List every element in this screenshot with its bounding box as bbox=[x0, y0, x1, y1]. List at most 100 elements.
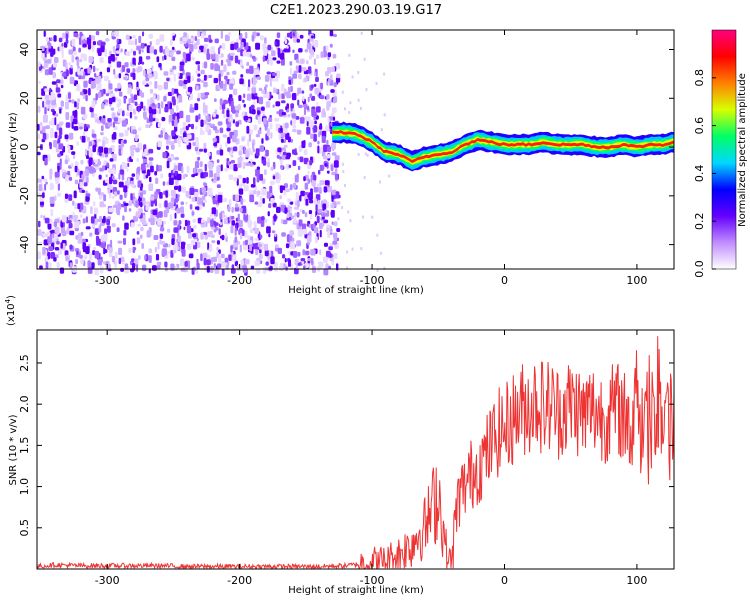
noise-speckle bbox=[346, 250, 349, 254]
noise-speckle bbox=[108, 83, 113, 90]
noise-speckle bbox=[341, 206, 344, 210]
noise-speckle bbox=[165, 190, 168, 198]
noise-speckle bbox=[157, 165, 162, 172]
noise-speckle bbox=[179, 80, 184, 87]
noise-speckle bbox=[292, 49, 295, 53]
noise-speckle bbox=[219, 45, 222, 49]
noise-speckle bbox=[249, 194, 255, 203]
colorbar: 0.0 0.2 0.4 0.6 0.8 Normalized spectral ampl… bbox=[693, 29, 748, 278]
noise-speckle bbox=[140, 201, 143, 208]
y-tick-label: 2.5 bbox=[18, 354, 31, 372]
noise-speckle bbox=[331, 142, 336, 150]
noise-speckle bbox=[154, 246, 158, 253]
noise-speckle bbox=[341, 90, 344, 94]
noise-speckle bbox=[123, 185, 128, 193]
noise-speckle bbox=[114, 74, 119, 79]
noise-speckle bbox=[53, 257, 57, 262]
noise-speckle bbox=[111, 96, 116, 102]
noise-speckle bbox=[232, 70, 237, 75]
noise-speckle bbox=[95, 67, 100, 72]
noise-speckle bbox=[106, 219, 110, 226]
noise-speckle bbox=[291, 118, 296, 125]
noise-speckle bbox=[69, 262, 72, 269]
noise-speckle bbox=[306, 60, 309, 65]
noise-speckle bbox=[176, 50, 181, 55]
noise-speckle bbox=[349, 219, 352, 223]
noise-speckle bbox=[61, 230, 66, 235]
noise-speckle bbox=[182, 132, 187, 139]
noise-speckle bbox=[292, 160, 297, 166]
noise-speckle bbox=[175, 115, 178, 122]
noise-speckle bbox=[213, 142, 218, 147]
noise-speckle bbox=[44, 69, 50, 76]
noise-speckle bbox=[69, 230, 75, 236]
noise-speckle bbox=[65, 122, 71, 128]
noise-speckle bbox=[195, 141, 200, 147]
noise-speckle bbox=[357, 71, 360, 74]
noise-speckle bbox=[324, 163, 328, 167]
noise-speckle bbox=[311, 84, 314, 89]
noise-speckle bbox=[66, 220, 72, 224]
noise-speckle bbox=[74, 221, 79, 229]
noise-speckle bbox=[103, 249, 108, 254]
noise-speckle bbox=[334, 173, 339, 180]
noise-speckle bbox=[216, 222, 219, 226]
noise-speckle bbox=[289, 201, 294, 205]
noise-speckle bbox=[325, 125, 330, 132]
noise-speckle bbox=[292, 32, 295, 37]
noise-speckle bbox=[189, 44, 194, 52]
noise-speckle bbox=[257, 243, 263, 247]
noise-speckle bbox=[220, 53, 224, 58]
noise-speckle bbox=[309, 159, 313, 166]
noise-speckle bbox=[115, 97, 119, 102]
noise-speckle bbox=[252, 31, 257, 36]
noise-speckle bbox=[210, 234, 215, 238]
noise-speckle bbox=[115, 50, 121, 54]
noise-speckle bbox=[54, 195, 57, 201]
noise-speckle bbox=[130, 150, 134, 157]
noise-speckle bbox=[86, 136, 90, 142]
noise-speckle bbox=[276, 206, 281, 213]
noise-speckle bbox=[319, 130, 322, 136]
noise-speckle bbox=[170, 144, 175, 150]
noise-speckle bbox=[38, 80, 41, 85]
noise-speckle bbox=[171, 87, 175, 96]
noise-speckle bbox=[162, 181, 166, 186]
noise-speckle bbox=[299, 156, 304, 163]
noise-speckle bbox=[323, 186, 328, 193]
noise-speckle bbox=[183, 52, 186, 60]
noise-speckle bbox=[306, 116, 311, 122]
noise-speckle bbox=[206, 259, 211, 266]
noise-speckle bbox=[323, 256, 328, 263]
noise-speckle bbox=[50, 37, 53, 42]
noise-speckle bbox=[254, 237, 259, 241]
noise-speckle bbox=[90, 111, 94, 118]
x-tick-label: -200 bbox=[227, 574, 252, 587]
noise-speckle bbox=[135, 87, 140, 91]
noise-speckle bbox=[288, 164, 292, 168]
noise-speckle bbox=[137, 212, 142, 216]
noise-speckle bbox=[172, 34, 176, 41]
noise-speckle bbox=[52, 110, 56, 116]
noise-speckle bbox=[203, 231, 207, 235]
noise-speckle bbox=[224, 167, 229, 172]
noise-speckle bbox=[316, 106, 321, 113]
noise-speckle bbox=[58, 134, 62, 139]
noise-speckle bbox=[230, 268, 236, 274]
noise-speckle bbox=[276, 60, 281, 64]
noise-speckle bbox=[286, 45, 289, 49]
noise-speckle bbox=[50, 128, 54, 132]
noise-speckle bbox=[109, 176, 113, 185]
noise-speckle bbox=[94, 228, 100, 235]
noise-speckle bbox=[150, 165, 154, 173]
noise-speckle bbox=[54, 117, 57, 126]
noise-speckle bbox=[137, 180, 142, 188]
noise-speckle bbox=[76, 58, 80, 67]
noise-speckle bbox=[148, 248, 152, 254]
noise-speckle bbox=[100, 132, 104, 136]
noise-speckle bbox=[117, 98, 121, 107]
noise-speckle bbox=[264, 169, 267, 176]
noise-speckle bbox=[203, 148, 207, 153]
noise-speckle bbox=[216, 184, 221, 189]
noise-speckle bbox=[238, 95, 242, 102]
